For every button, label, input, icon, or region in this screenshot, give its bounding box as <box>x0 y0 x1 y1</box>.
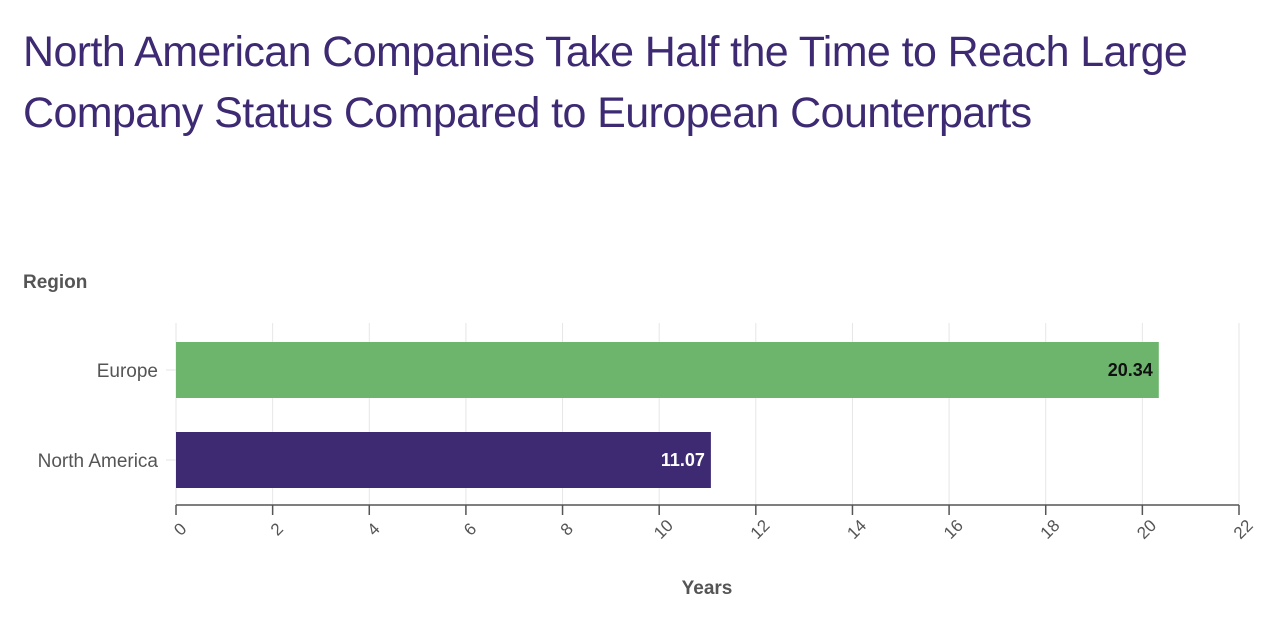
x-tick-label: 2 <box>267 519 287 539</box>
x-tick-label: 16 <box>940 516 967 543</box>
x-tick-label: 20 <box>1133 516 1160 543</box>
x-tick-label: 6 <box>460 519 480 539</box>
y-tick-label: North America <box>38 451 159 472</box>
y-axis-title: Region <box>23 272 87 293</box>
x-tick-label: 0 <box>170 519 190 539</box>
x-axis: 0 2 4 6 8 10 12 14 16 18 20 22 <box>170 504 1257 543</box>
x-tick-label: 22 <box>1230 516 1257 543</box>
data-label: 20.34 <box>1108 360 1153 380</box>
x-tick-label: 12 <box>747 516 774 543</box>
data-label: 11.07 <box>661 450 705 470</box>
x-tick-label: 4 <box>364 519 384 539</box>
bar-north-america <box>176 432 711 488</box>
x-tick-label: 10 <box>650 516 677 543</box>
x-axis-title: Years <box>682 578 733 599</box>
x-tick-label: 18 <box>1037 516 1064 543</box>
y-axis: Europe North America <box>38 361 176 472</box>
x-tick-label: 8 <box>557 519 577 539</box>
x-tick-label: 14 <box>843 516 870 543</box>
bars: 20.34 11.07 <box>176 342 1159 488</box>
bar-europe <box>176 342 1159 398</box>
y-tick-label: Europe <box>97 361 158 382</box>
chart-title: North American Companies Take Half the T… <box>23 28 1188 137</box>
